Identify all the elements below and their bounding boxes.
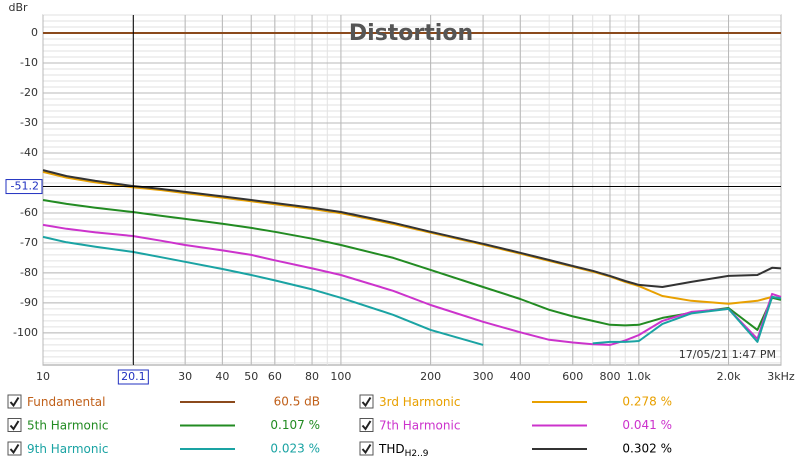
y-tick-label: -20 xyxy=(20,86,38,99)
legend-item: 7th Harmonic 0.041 % xyxy=(359,418,672,432)
x-tick-label: 3kHz xyxy=(767,370,795,383)
legend-item: Fundamental 60.5 dB xyxy=(7,394,320,409)
x-tick-label: 60 xyxy=(268,370,282,383)
y-tick-label: -70 xyxy=(20,236,38,249)
legend-name: Fundamental xyxy=(27,395,106,409)
checkmark[interactable] xyxy=(361,396,372,408)
checkmark[interactable] xyxy=(9,396,20,408)
lines xyxy=(42,32,782,346)
checkbox[interactable] xyxy=(7,394,22,409)
checkbox[interactable] xyxy=(359,418,374,432)
x-tick-label: 40 xyxy=(215,370,229,383)
legend-readout: 0.023 % xyxy=(270,442,320,456)
legend-subscript: H2..9 xyxy=(405,449,429,459)
y-unit: dBr xyxy=(8,1,28,14)
x-tick-label: 200 xyxy=(420,370,441,383)
legend-label: Fundamental xyxy=(27,395,106,409)
x-tick-label: 1.0k xyxy=(627,370,651,383)
checkmark[interactable] xyxy=(9,443,20,455)
checkmark[interactable] xyxy=(361,420,372,431)
legend-name: 7th Harmonic xyxy=(379,418,460,432)
legend-label: 3rd Harmonic xyxy=(379,395,460,409)
x-tick-label: 800 xyxy=(599,370,620,383)
legend: Fundamental 60.5 dB 3rd Harmonic 0.278 % 5th… xyxy=(7,394,672,459)
legend-name: 9th Harmonic xyxy=(27,442,108,456)
series-line xyxy=(42,169,782,288)
legend-item: 5th Harmonic 0.107 % xyxy=(7,418,320,432)
x-tick-label: 2.0k xyxy=(717,370,741,383)
legend-readout: 0.278 % xyxy=(622,395,672,409)
checkbox[interactable] xyxy=(7,441,22,456)
legend-item: THDH2..9 0.302 % xyxy=(359,441,672,459)
y-tick-label: 0 xyxy=(31,26,38,39)
cursor-x-label: 20.1 xyxy=(121,370,146,383)
x-tick-label: 50 xyxy=(244,370,258,383)
cursor-box xyxy=(5,179,43,195)
y-tick-label: -10 xyxy=(20,56,38,69)
checkmark[interactable] xyxy=(9,420,20,431)
checkbox[interactable] xyxy=(359,441,374,456)
y-tick-label: -90 xyxy=(20,296,38,309)
legend-item: 9th Harmonic 0.023 % xyxy=(7,441,320,456)
y-tick-label: -30 xyxy=(20,116,38,129)
timestamp: 17/05/21 1:47 PM xyxy=(679,348,776,361)
legend-label: THDH2..9 xyxy=(378,442,429,459)
legend-readout: 0.107 % xyxy=(270,418,320,432)
legend-readout: 60.5 dB xyxy=(274,395,320,409)
legend-readout: 0.041 % xyxy=(622,418,672,432)
legend-label: 5th Harmonic xyxy=(27,418,108,432)
chart-title: Distortion xyxy=(349,21,473,46)
legend-name: 5th Harmonic xyxy=(27,418,108,432)
x-tick-label: 300 xyxy=(473,370,494,383)
checkmark[interactable] xyxy=(361,443,372,455)
x-tick-label: 400 xyxy=(510,370,531,383)
x-tick-label: 600 xyxy=(562,370,583,383)
series-line xyxy=(42,235,782,346)
checkbox[interactable] xyxy=(359,394,374,409)
y-tick-label: -60 xyxy=(20,206,38,219)
y-tick-label: -80 xyxy=(20,266,38,279)
y-tick-label: -40 xyxy=(20,146,38,159)
legend-label: 7th Harmonic xyxy=(379,418,460,432)
y-tick-label: -100 xyxy=(13,326,38,339)
x-tick-label: 100 xyxy=(330,370,351,383)
legend-label: 9th Harmonic xyxy=(27,442,108,456)
legend-item: 3rd Harmonic 0.278 % xyxy=(359,394,672,409)
checkbox[interactable] xyxy=(7,418,22,432)
cursor-box xyxy=(117,369,149,385)
legend-name: 3rd Harmonic xyxy=(379,395,460,409)
x-tick-label: 80 xyxy=(305,370,319,383)
series-line xyxy=(42,223,782,346)
x-tick-label: 30 xyxy=(178,370,192,383)
x-tick-label: 10 xyxy=(36,370,50,383)
legend-name: THD xyxy=(378,442,405,456)
legend-readout: 0.302 % xyxy=(622,442,672,456)
cursor-y-label: -51.2 xyxy=(11,180,39,193)
